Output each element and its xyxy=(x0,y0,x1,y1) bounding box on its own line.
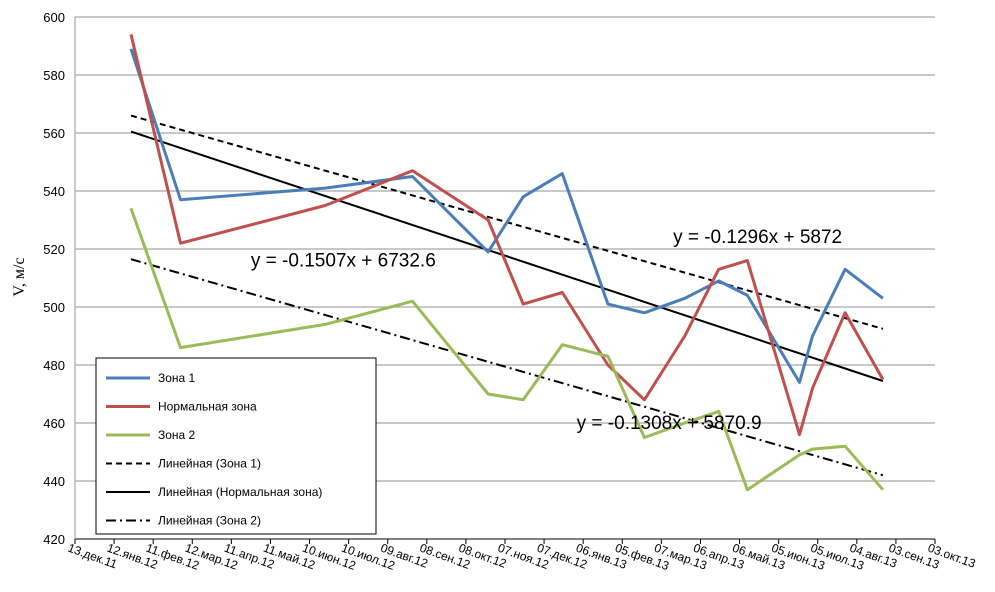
y-tick-label: 480 xyxy=(43,358,65,373)
legend-label: Зона 1 xyxy=(158,371,196,385)
legend-label: Линейная (Зона 1) xyxy=(158,457,261,471)
y-tick-label: 440 xyxy=(43,474,65,489)
series-line xyxy=(129,34,885,437)
y-tick-label: 580 xyxy=(43,68,65,83)
series-line xyxy=(129,48,884,384)
y-tick-label: 560 xyxy=(43,126,65,141)
equation-label: y = -0.1296x + 5872 xyxy=(673,227,842,248)
data-series xyxy=(129,34,885,492)
legend: Зона 1 Нормальная зона Зона 2 Линейная (Зон… xyxy=(95,357,377,535)
legend-box xyxy=(95,357,377,535)
x-tick-labels: 13.дек.1112.янв.1211.фев.1212.мар.1211.а… xyxy=(66,541,978,574)
y-tick-label: 600 xyxy=(43,10,65,25)
legend-label: Зона 2 xyxy=(158,428,196,442)
equation-label: y = -0.1308x + 5870.9 xyxy=(577,413,762,434)
y-tick-label: 420 xyxy=(43,532,65,547)
y-tick-labels: 420 440 460 480 500 520 540 560 580 600 xyxy=(43,10,65,547)
y-tick-label: 460 xyxy=(43,416,65,431)
y-axis-label: V, м/с xyxy=(11,257,28,296)
series-line xyxy=(129,207,885,492)
trendline xyxy=(130,130,884,382)
equation-label: y = -0.1507x + 6732.6 xyxy=(251,250,436,271)
y-tick-label: 500 xyxy=(43,300,65,315)
y-tick-label: 520 xyxy=(43,242,65,257)
legend-label: Нормальная зона xyxy=(158,400,257,414)
equation-annotations: y = -0.1296x + 5872 y = -0.1507x + 6732.6… xyxy=(251,227,842,434)
y-tick-label: 540 xyxy=(43,184,65,199)
legend-label: Линейная (Нормальная зона) xyxy=(158,485,322,499)
legend-label: Линейная (Зона 2) xyxy=(158,514,261,528)
